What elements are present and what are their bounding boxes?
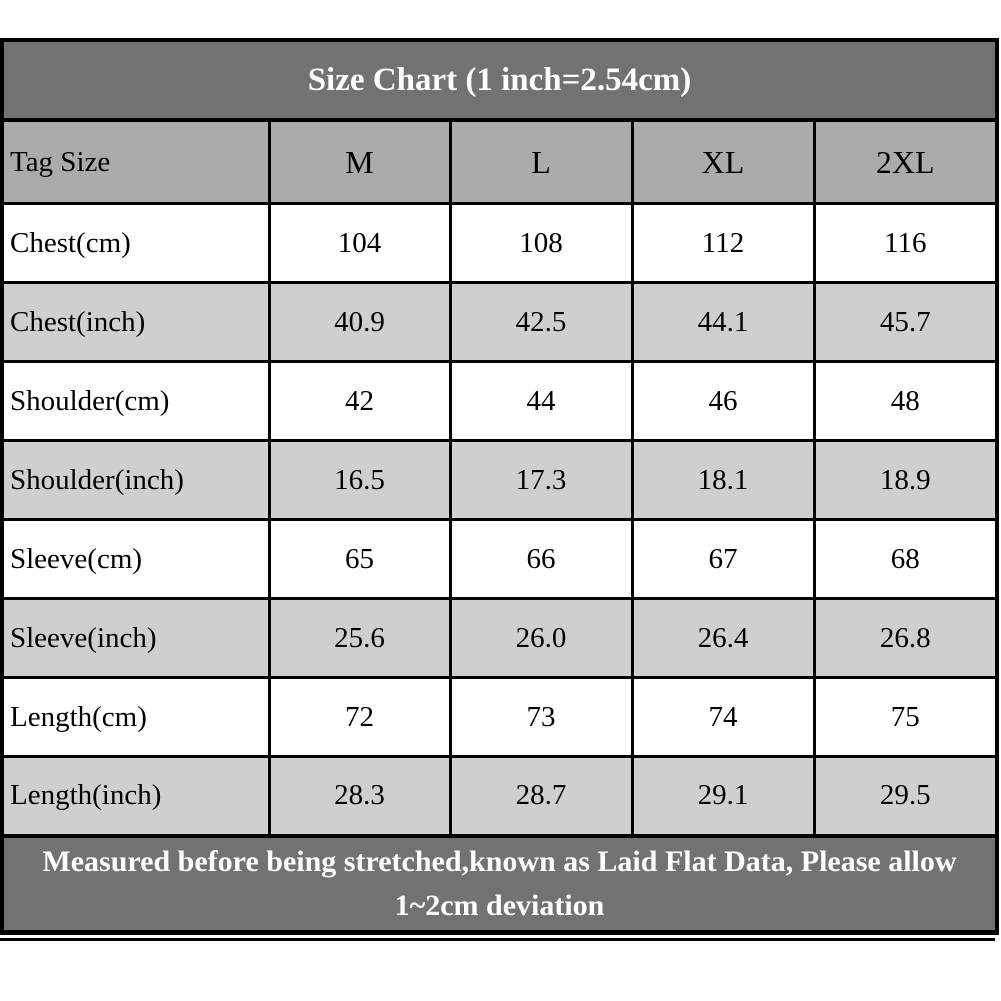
- measurement-note: Measured before being stretched,known as…: [0, 833, 999, 935]
- table-row-sleeve-cm: Sleeve(cm) 65 66 67 68: [0, 518, 999, 600]
- cell-value: 75: [812, 676, 999, 758]
- page-title: Size Chart (1 inch=2.54cm): [0, 38, 999, 122]
- cell-value: 48: [812, 360, 999, 442]
- table-row-length-inch: Length(inch) 28.3 28.7 29.1 29.5: [0, 755, 999, 837]
- cell-value: 74: [630, 676, 816, 758]
- column-header-size-xl: XL: [630, 118, 816, 205]
- cell-value: 29.1: [630, 755, 816, 837]
- size-table: Size Chart (1 inch=2.54cm) Tag Size M L …: [0, 38, 999, 935]
- cell-value: 25.6: [267, 597, 452, 679]
- column-header-tag-size: Tag Size: [0, 118, 271, 205]
- cell-value: 26.0: [448, 597, 634, 679]
- table-row-chest-inch: Chest(inch) 40.9 42.5 44.1 45.7: [0, 281, 999, 363]
- cell-value: 44.1: [630, 281, 816, 363]
- cell-value: 42: [267, 360, 452, 442]
- cell-value: 18.9: [812, 439, 999, 521]
- cell-value: 40.9: [267, 281, 452, 363]
- size-chart-table: Size Chart (1 inch=2.54cm) Tag Size M L …: [0, 38, 999, 941]
- cell-value: 29.5: [812, 755, 999, 837]
- row-label: Chest(cm): [0, 202, 271, 284]
- cell-value: 112: [630, 202, 816, 284]
- column-header-size-l: L: [448, 118, 634, 205]
- cell-value: 28.3: [267, 755, 452, 837]
- row-label: Length(inch): [0, 755, 271, 837]
- cell-value: 46: [630, 360, 816, 442]
- cell-value: 65: [267, 518, 452, 600]
- column-header-size-2xl: 2XL: [812, 118, 999, 205]
- cell-value: 67: [630, 518, 816, 600]
- table-row-shoulder-cm: Shoulder(cm) 42 44 46 48: [0, 360, 999, 442]
- row-label: Shoulder(inch): [0, 439, 271, 521]
- table-row-sleeve-inch: Sleeve(inch) 25.6 26.0 26.4 26.8: [0, 597, 999, 679]
- cell-value: 42.5: [448, 281, 634, 363]
- cell-value: 104: [267, 202, 452, 284]
- cell-value: 26.4: [630, 597, 816, 679]
- cell-value: 28.7: [448, 755, 634, 837]
- table-row-chest-cm: Chest(cm) 104 108 112 116: [0, 202, 999, 284]
- table-row-shoulder-inch: Shoulder(inch) 16.5 17.3 18.1 18.9: [0, 439, 999, 521]
- cell-value: 72: [267, 676, 452, 758]
- cell-value: 16.5: [267, 439, 452, 521]
- cell-value: 108: [448, 202, 634, 284]
- table-row-length-cm: Length(cm) 72 73 74 75: [0, 676, 999, 758]
- row-label: Sleeve(cm): [0, 518, 271, 600]
- title-row: Size Chart (1 inch=2.54cm): [0, 38, 999, 122]
- row-label: Sleeve(inch): [0, 597, 271, 679]
- header-row: Tag Size M L XL 2XL: [0, 118, 999, 205]
- cell-value: 68: [812, 518, 999, 600]
- row-label: Chest(inch): [0, 281, 271, 363]
- column-header-size-m: M: [267, 118, 452, 205]
- cell-value: 44: [448, 360, 634, 442]
- cell-value: 18.1: [630, 439, 816, 521]
- cell-value: 45.7: [812, 281, 999, 363]
- cell-value: 66: [448, 518, 634, 600]
- footer-row: Measured before being stretched,known as…: [0, 833, 999, 935]
- row-label: Length(cm): [0, 676, 271, 758]
- row-label: Shoulder(cm): [0, 360, 271, 442]
- cell-value: 17.3: [448, 439, 634, 521]
- cell-value: 116: [812, 202, 999, 284]
- cell-value: 26.8: [812, 597, 999, 679]
- cell-value: 73: [448, 676, 634, 758]
